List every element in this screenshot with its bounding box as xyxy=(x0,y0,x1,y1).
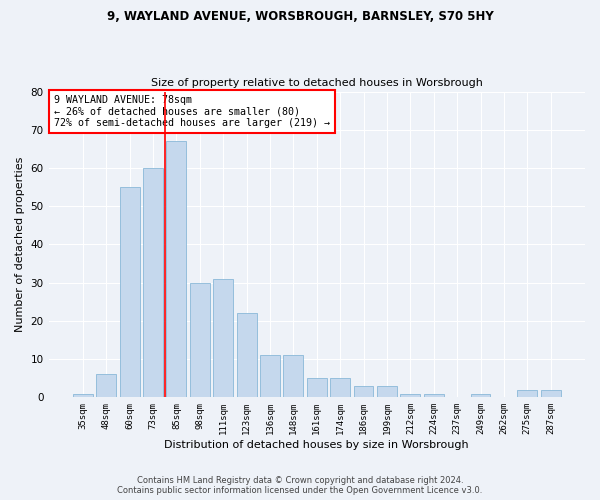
Bar xyxy=(236,313,257,398)
Bar xyxy=(470,394,490,398)
Bar xyxy=(73,394,93,398)
Bar xyxy=(330,378,350,398)
Text: 9 WAYLAND AVENUE: 78sqm
← 26% of detached houses are smaller (80)
72% of semi-de: 9 WAYLAND AVENUE: 78sqm ← 26% of detache… xyxy=(54,94,330,128)
Bar xyxy=(260,356,280,398)
Y-axis label: Number of detached properties: Number of detached properties xyxy=(15,157,25,332)
Bar xyxy=(353,386,373,398)
Title: Size of property relative to detached houses in Worsbrough: Size of property relative to detached ho… xyxy=(151,78,483,88)
Bar xyxy=(541,390,560,398)
Bar xyxy=(424,394,443,398)
Bar xyxy=(120,187,140,398)
Bar xyxy=(143,168,163,398)
Bar xyxy=(97,374,116,398)
Bar xyxy=(307,378,327,398)
Bar xyxy=(283,356,304,398)
X-axis label: Distribution of detached houses by size in Worsbrough: Distribution of detached houses by size … xyxy=(164,440,469,450)
Bar xyxy=(517,390,537,398)
Bar xyxy=(400,394,420,398)
Bar xyxy=(166,141,187,398)
Text: 9, WAYLAND AVENUE, WORSBROUGH, BARNSLEY, S70 5HY: 9, WAYLAND AVENUE, WORSBROUGH, BARNSLEY,… xyxy=(107,10,493,23)
Bar xyxy=(213,279,233,398)
Bar xyxy=(190,282,210,398)
Bar xyxy=(377,386,397,398)
Text: Contains HM Land Registry data © Crown copyright and database right 2024.
Contai: Contains HM Land Registry data © Crown c… xyxy=(118,476,482,495)
